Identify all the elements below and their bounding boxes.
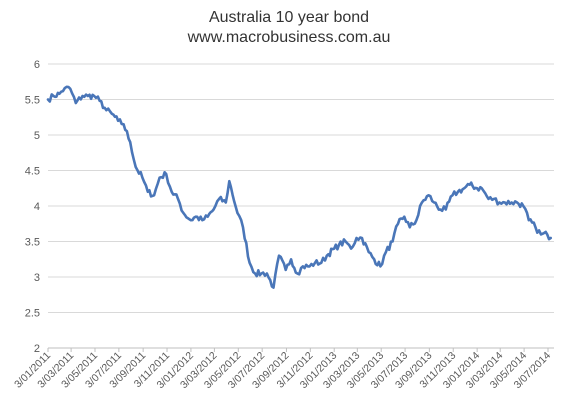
- y-tick-label: 2: [34, 343, 40, 355]
- chart-subtitle: www.macrobusiness.com.au: [187, 29, 391, 46]
- chart-title: Australia 10 year bond: [208, 9, 370, 26]
- y-tick-label: 3.5: [25, 237, 40, 249]
- y-tick-label: 2.5: [25, 308, 40, 320]
- y-tick-label: 3: [34, 272, 40, 284]
- series-layer: [46, 85, 552, 289]
- y-tick-label: 4: [34, 201, 40, 213]
- y-tick-label: 5.5: [25, 95, 40, 107]
- chart-title-block: Australia 10 year bond www.macrobusiness…: [0, 8, 578, 48]
- y-tick-label: 6: [34, 59, 40, 71]
- y-axis-ticks: 2 2.5 3 3.5 4 4.5 5 5.5 6: [25, 59, 40, 355]
- series-line-0: [46, 85, 552, 289]
- x-axis-ticks: 3/01/20113/03/20113/05/20113/07/20113/09…: [12, 348, 553, 391]
- y-tick-label: 4.5: [25, 166, 40, 178]
- gridlines: [48, 63, 554, 313]
- y-tick-label: 5: [34, 130, 40, 142]
